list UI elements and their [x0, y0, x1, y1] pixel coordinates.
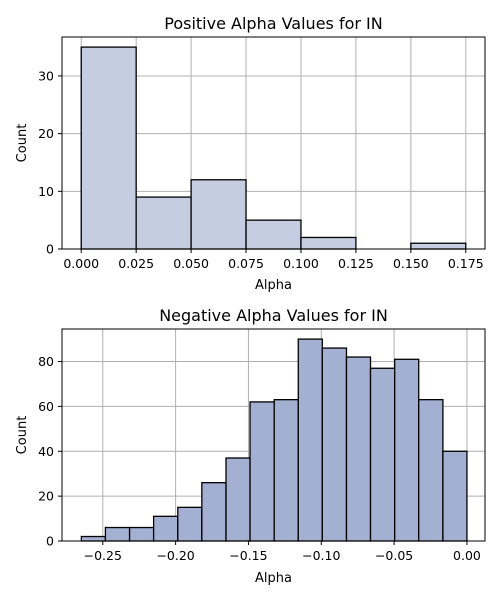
x-tick-label: 0.150 — [393, 256, 429, 271]
histogram-bar — [273, 399, 299, 542]
x-tick-label: −0.05 — [375, 548, 413, 563]
histogram-bar — [245, 219, 302, 250]
histogram-bar — [80, 535, 107, 542]
histogram-bar — [152, 515, 179, 542]
histogram-bar — [249, 401, 275, 542]
x-tick-label: 0.00 — [453, 548, 481, 563]
histogram-bar — [128, 526, 155, 542]
x-tick-label: −0.20 — [156, 548, 194, 563]
y-tick-label: 40 — [38, 444, 54, 459]
histogram-bar — [442, 450, 468, 542]
histogram-bar — [225, 457, 251, 542]
x-tick-label: 0.125 — [338, 256, 374, 271]
histogram-bar — [177, 506, 203, 542]
x-tick-label: −0.25 — [84, 548, 122, 563]
y-tick-label: 0 — [46, 534, 54, 549]
positive-alpha-histogram: 0.000 0.025 0.050 0.075 0.100 0.125 0.150 0.175… — [15, 14, 486, 293]
x-tick-label: 0.025 — [118, 256, 154, 271]
x-tick-label: 0.075 — [228, 256, 264, 271]
y-tick-label: 20 — [38, 126, 54, 141]
x-axis-label: Alpha — [255, 278, 292, 293]
y-tick-label: 80 — [38, 354, 54, 369]
negative-alpha-histogram: −0.25 −0.20 −0.15 −0.10 −0.05 0.00 0 20 40 60 80 N… — [15, 306, 486, 586]
histogram-bar — [369, 367, 396, 542]
x-tick-label: −0.10 — [302, 548, 340, 563]
histogram-bar — [80, 46, 137, 250]
chart-title: Positive Alpha Values for IN — [164, 14, 382, 33]
x-tick-label: 0.000 — [63, 256, 99, 271]
histogram-bar — [418, 399, 444, 542]
y-tick-label: 0 — [46, 242, 54, 257]
chart-title: Negative Alpha Values for IN — [159, 306, 388, 325]
histogram-bar — [135, 196, 192, 250]
histogram-bar — [410, 242, 467, 250]
y-tick-label: 10 — [38, 184, 54, 199]
histogram-bar — [300, 236, 357, 250]
x-tick-label: 0.100 — [283, 256, 319, 271]
plot-frame — [61, 36, 486, 250]
x-tick-label: 0.175 — [448, 256, 484, 271]
histogram-bar — [345, 356, 372, 542]
x-axis-label: Alpha — [255, 571, 292, 586]
y-axis-label: Count — [15, 124, 30, 163]
histogram-bar — [297, 338, 323, 542]
y-axis-label: Count — [15, 416, 30, 455]
histogram-bar — [190, 179, 247, 250]
x-tick-label: −0.15 — [229, 548, 267, 563]
y-tick-label: 30 — [38, 68, 54, 83]
histogram-bar — [104, 526, 131, 542]
histogram-bar — [321, 347, 348, 542]
y-tick-label: 60 — [38, 399, 54, 414]
histogram-bar — [394, 358, 420, 542]
plot-frame — [61, 328, 486, 542]
x-tick-label: 0.050 — [173, 256, 209, 271]
histogram-bar — [201, 482, 227, 542]
y-tick-label: 20 — [38, 489, 54, 504]
